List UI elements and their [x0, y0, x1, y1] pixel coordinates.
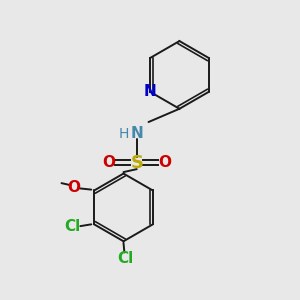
Text: N: N — [144, 84, 157, 99]
Text: N: N — [130, 126, 143, 141]
Text: O: O — [102, 155, 115, 170]
Text: Cl: Cl — [64, 219, 80, 234]
Text: O: O — [158, 155, 171, 170]
Text: Cl: Cl — [117, 251, 133, 266]
Text: H: H — [119, 127, 129, 141]
Text: S: S — [130, 154, 143, 172]
Text: O: O — [68, 180, 81, 195]
